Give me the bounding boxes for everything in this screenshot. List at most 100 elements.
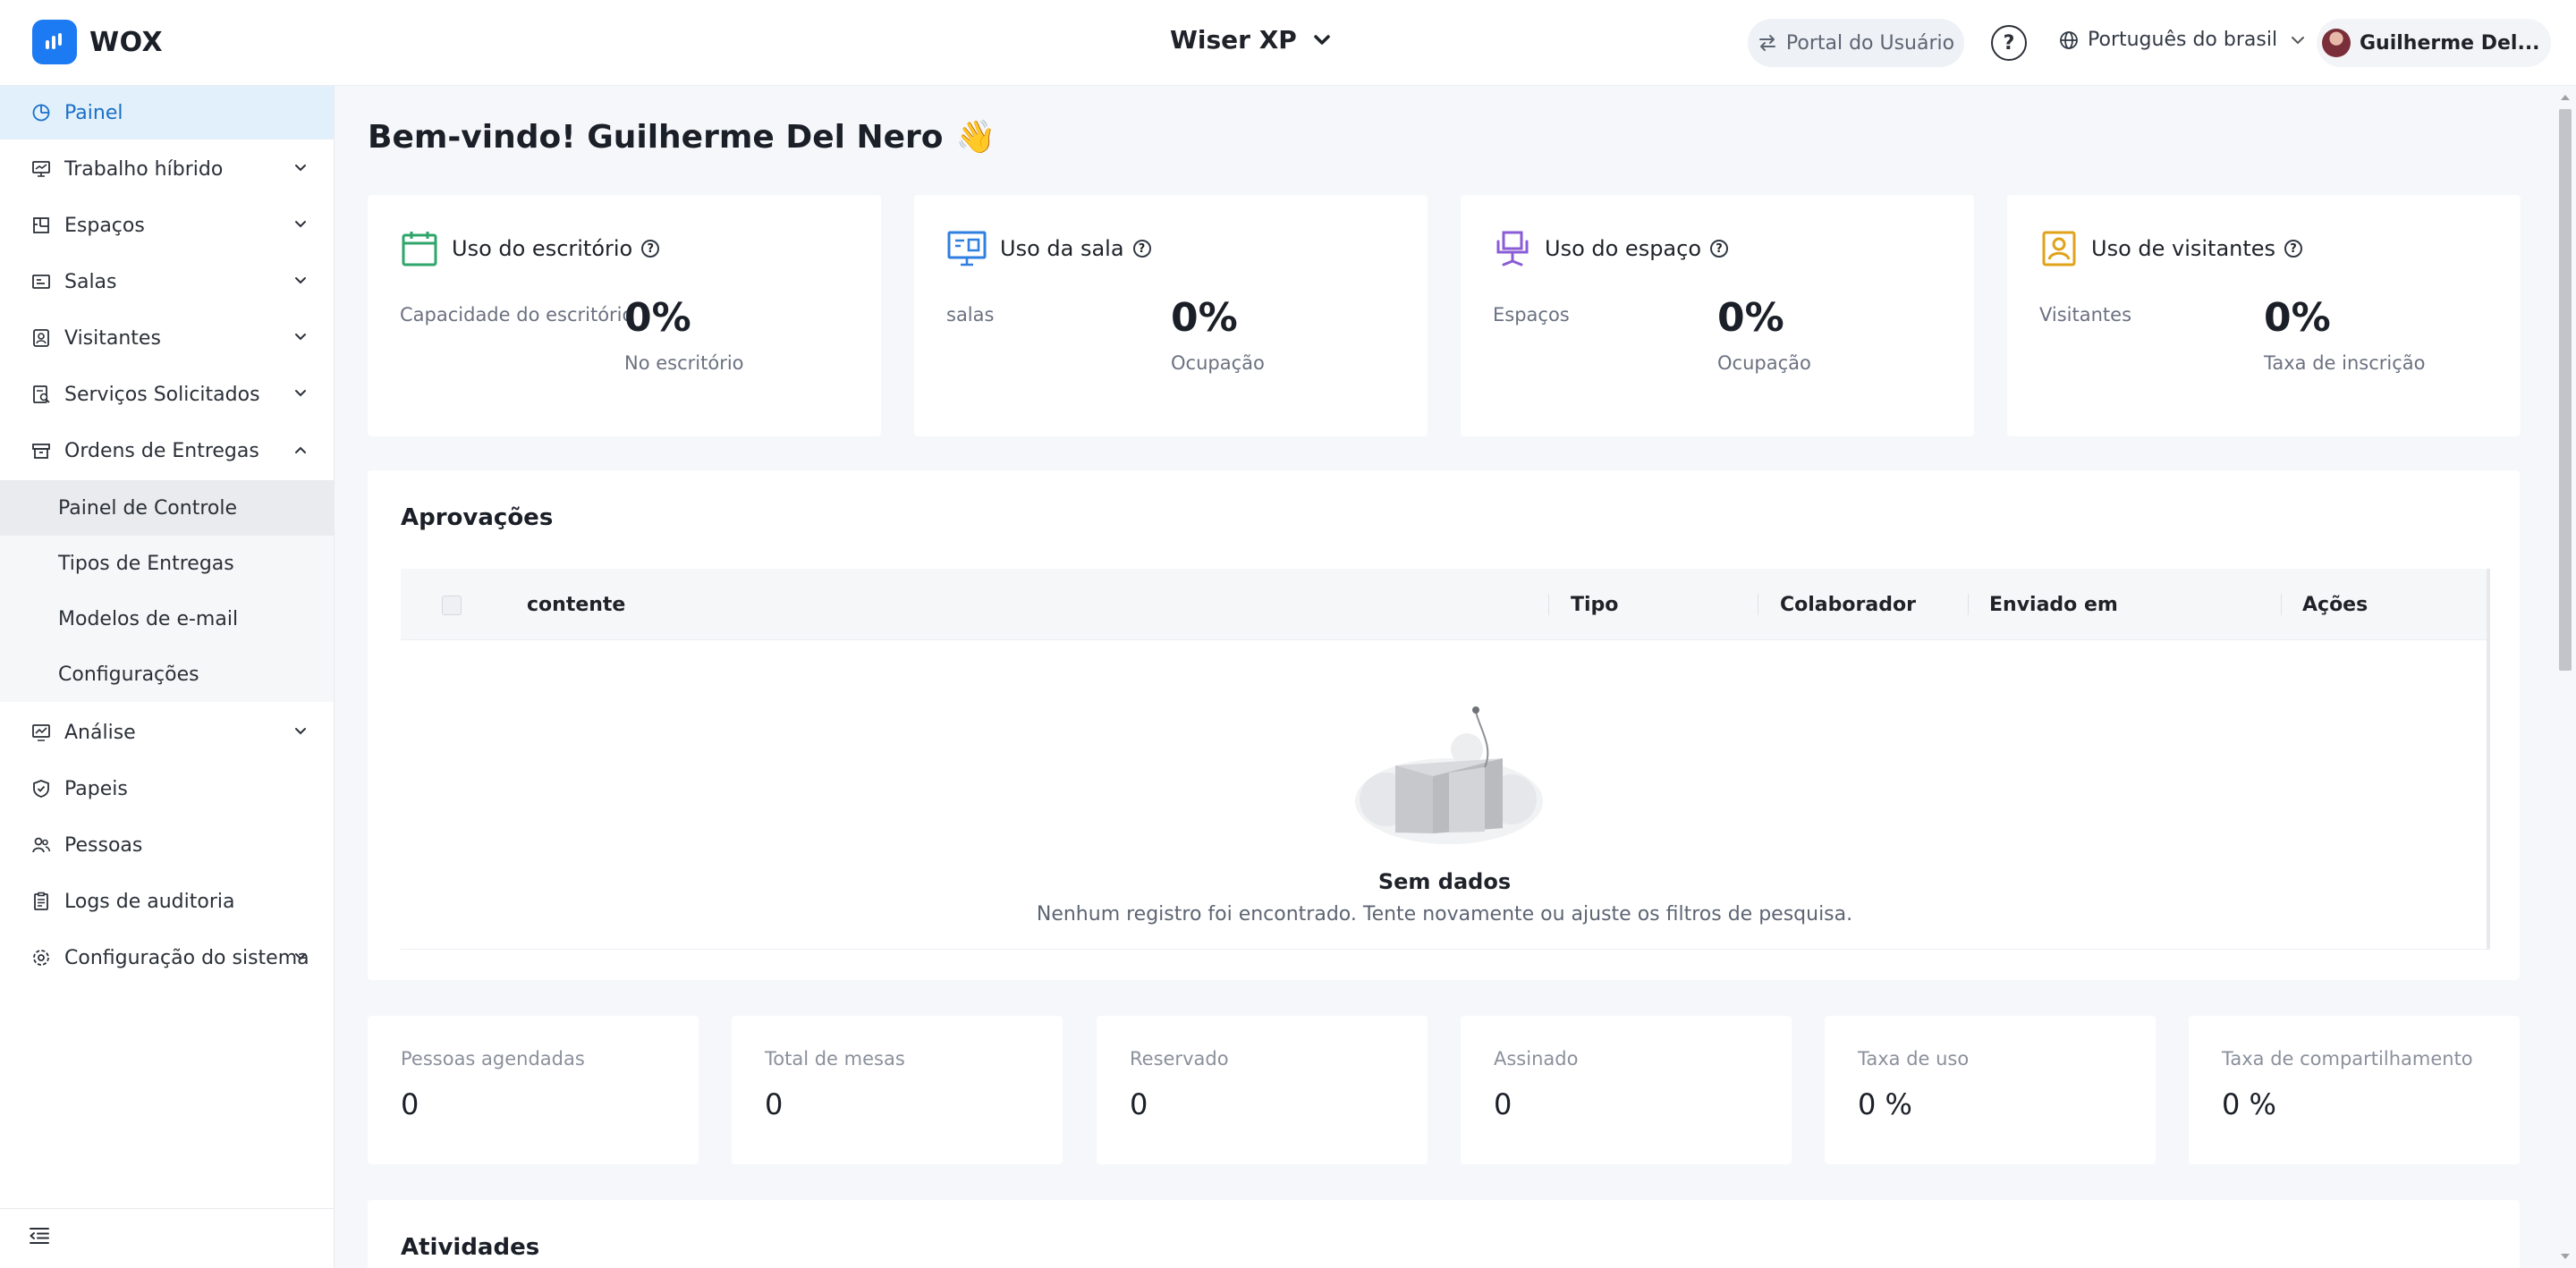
chevron-down-icon bbox=[295, 390, 306, 397]
metric-signed: Assinado 0 bbox=[1461, 1016, 1792, 1164]
sidebar-item-ordens-de-entregas[interactable]: Ordens de Entregas bbox=[0, 424, 334, 478]
activities-title: Atividades bbox=[401, 1234, 540, 1261]
table-header: contente Tipo Colaborador Enviado em Açõ… bbox=[401, 569, 2488, 640]
empty-state-description: Nenhum registro foi encontrado. Tente no… bbox=[1036, 903, 1853, 926]
metric-label: Total de mesas bbox=[765, 1048, 905, 1069]
card-label: Capacidade do escritório bbox=[400, 304, 634, 325]
card-subtitle: Ocupação bbox=[1171, 352, 1265, 374]
card-label: salas bbox=[946, 304, 995, 325]
clipboard-icon bbox=[30, 891, 52, 912]
sidebar-item-configuracao-do-sistema[interactable]: Configuração do sistema bbox=[0, 931, 334, 985]
portal-label: Portal do Usuário bbox=[1785, 31, 1955, 55]
chevron-down-icon bbox=[295, 953, 306, 960]
shield-icon bbox=[30, 778, 52, 799]
card-subtitle: Ocupação bbox=[1717, 352, 1811, 374]
avatar bbox=[2322, 29, 2351, 57]
sidebar-item-label: Painel bbox=[64, 101, 123, 124]
table-scrollbar[interactable] bbox=[2487, 569, 2490, 950]
table-body: Sem dados Nenhum registro foi encontrado… bbox=[401, 640, 2488, 950]
sidebar-item-label: Salas bbox=[64, 270, 117, 293]
welcome-text: Bem-vindo! Guilherme Del Nero bbox=[368, 118, 944, 156]
column-type[interactable]: Tipo bbox=[1571, 593, 1619, 616]
card-title: Uso do espaço bbox=[1545, 236, 1702, 261]
sidebar-item-logs-de-auditoria[interactable]: Logs de auditoria bbox=[0, 875, 334, 928]
sidebar-item-label: Papeis bbox=[64, 777, 128, 800]
top-bar: WOX Wiser XP Portal do Usuário ? Portugu… bbox=[0, 0, 2576, 86]
sidebar-item-servicos-solicitados[interactable]: Serviços Solicitados bbox=[0, 368, 334, 421]
language-selector[interactable]: Português do brasil bbox=[2059, 29, 2315, 51]
metric-value: 0 bbox=[1130, 1087, 1148, 1121]
chevron-down-icon bbox=[295, 277, 306, 284]
sidebar-item-label: Espaços bbox=[64, 214, 145, 237]
sidebar-item-papeis[interactable]: Papeis bbox=[0, 762, 334, 816]
visitor-icon bbox=[30, 327, 52, 349]
scrollbar-thumb[interactable] bbox=[2559, 109, 2572, 671]
card-label: Espaços bbox=[1493, 304, 1570, 325]
card-value: 0% bbox=[624, 295, 691, 341]
scroll-up-arrow[interactable] bbox=[2561, 95, 2570, 100]
help-icon[interactable]: ? bbox=[1991, 25, 2027, 61]
card-subtitle: Taxa de inscrição bbox=[2264, 352, 2426, 374]
logo[interactable]: WOX bbox=[32, 20, 163, 64]
card-value: 0% bbox=[2264, 295, 2331, 341]
dashboard-icon bbox=[30, 102, 52, 123]
sidebar-item-analise[interactable]: Análise bbox=[0, 706, 334, 759]
sidebar: Painel Trabalho híbrido Espaços Salas Vi… bbox=[0, 86, 335, 1268]
workspace-selector[interactable]: Wiser XP bbox=[1170, 25, 1331, 55]
approvals-panel: Aprovações contente Tipo Colaborador Env… bbox=[368, 470, 2520, 980]
page-scrollbar[interactable] bbox=[2555, 86, 2576, 1268]
sidebar-item-trabalho-hibrido[interactable]: Trabalho híbrido bbox=[0, 142, 334, 196]
help-icon[interactable]: ? bbox=[1132, 240, 1151, 258]
column-collaborator[interactable]: Colaborador bbox=[1780, 593, 1916, 616]
scroll-down-arrow[interactable] bbox=[2561, 1254, 2570, 1259]
column-content[interactable]: contente bbox=[527, 593, 626, 616]
approvals-title: Aprovações bbox=[401, 504, 554, 531]
box-icon bbox=[30, 440, 52, 461]
language-label: Português do brasil bbox=[2088, 29, 2278, 51]
collapse-sidebar-icon[interactable] bbox=[29, 1227, 50, 1245]
logo-icon bbox=[32, 20, 77, 64]
card-value: 0% bbox=[1171, 295, 1238, 341]
column-actions[interactable]: Ações bbox=[2302, 593, 2368, 616]
sidebar-item-label: Serviços Solicitados bbox=[64, 383, 260, 406]
calendar-icon bbox=[402, 232, 437, 266]
user-name: Guilherme Del... bbox=[2360, 31, 2540, 55]
sidebar-item-espacos[interactable]: Espaços bbox=[0, 199, 334, 252]
sidebar-item-label: Logs de auditoria bbox=[64, 890, 235, 913]
help-icon[interactable]: ? bbox=[641, 240, 660, 258]
help-icon[interactable]: ? bbox=[2284, 240, 2303, 258]
metric-label: Pessoas agendadas bbox=[401, 1048, 585, 1069]
sidebar-item-visitantes[interactable]: Visitantes bbox=[0, 311, 334, 365]
card-label: Visitantes bbox=[2039, 304, 2132, 325]
sidebar-subitem-painel-de-controle[interactable]: Painel de Controle bbox=[0, 480, 334, 536]
metric-total-desks: Total de mesas 0 bbox=[732, 1016, 1063, 1164]
select-all-checkbox[interactable] bbox=[442, 596, 462, 615]
column-sent-at[interactable]: Enviado em bbox=[1989, 593, 2118, 616]
sidebar-item-label: Configuração do sistema bbox=[64, 946, 309, 969]
service-icon bbox=[30, 384, 52, 405]
sidebar-item-salas[interactable]: Salas bbox=[0, 255, 334, 309]
visitor-badge-icon bbox=[2042, 231, 2076, 266]
metric-label: Reservado bbox=[1130, 1048, 1229, 1069]
sidebar-item-painel[interactable]: Painel bbox=[0, 86, 334, 139]
workspace-name: Wiser XP bbox=[1170, 25, 1297, 55]
user-portal-button[interactable]: Portal do Usuário bbox=[1748, 19, 1964, 67]
logo-text: WOX bbox=[89, 26, 164, 58]
metric-label: Taxa de compartilhamento bbox=[2222, 1048, 2473, 1069]
sidebar-item-label: Pessoas bbox=[64, 833, 143, 857]
chevron-down-icon bbox=[295, 728, 306, 735]
sidebar-item-pessoas[interactable]: Pessoas bbox=[0, 818, 334, 872]
user-menu[interactable]: Guilherme Del... bbox=[2317, 19, 2551, 67]
chair-icon bbox=[1496, 231, 1529, 266]
sidebar-footer-divider bbox=[0, 1208, 334, 1209]
sidebar-subitem-tipos-de-entregas[interactable]: Tipos de Entregas bbox=[0, 536, 334, 591]
sidebar-subitem-modelos-de-email[interactable]: Modelos de e-mail bbox=[0, 591, 334, 647]
metric-usage-rate: Taxa de uso 0 % bbox=[1825, 1016, 2156, 1164]
sidebar-subitem-label: Configurações bbox=[58, 663, 199, 686]
metric-scheduled-people: Pessoas agendadas 0 bbox=[368, 1016, 699, 1164]
column-divider bbox=[1548, 594, 1549, 615]
wave-emoji: 👋 bbox=[955, 119, 996, 156]
help-icon[interactable]: ? bbox=[1710, 240, 1729, 258]
sidebar-subitem-configuracoes[interactable]: Configurações bbox=[0, 647, 334, 702]
floorplan-icon bbox=[30, 215, 52, 236]
